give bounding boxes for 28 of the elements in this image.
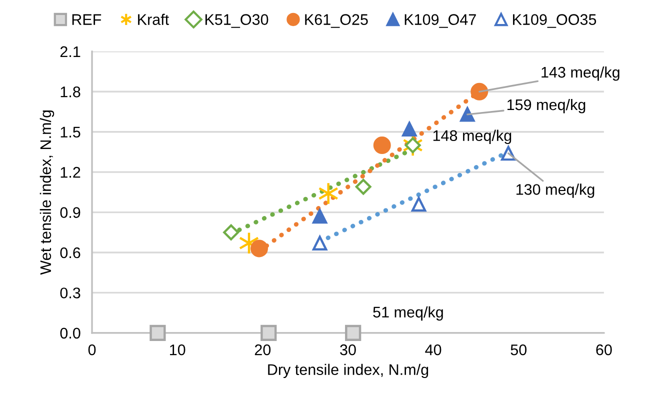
y-tick-label: 1.5 bbox=[60, 126, 80, 138]
x-tick-label: 50 bbox=[510, 344, 527, 356]
legend-label: REF bbox=[72, 14, 102, 25]
y-tick-label: 1.2 bbox=[60, 166, 80, 178]
y-tick-label: 0.3 bbox=[60, 288, 80, 298]
x-tick-label: 10 bbox=[170, 344, 186, 356]
x-tick-label: 30 bbox=[340, 344, 356, 356]
legend-label: K61_O25 bbox=[305, 14, 368, 28]
y-tick-label: 1.8 bbox=[60, 86, 80, 98]
y-tick-label: 0.6 bbox=[60, 247, 80, 258]
x-tick-label: 20 bbox=[254, 344, 271, 356]
y-tick-label: 2.1 bbox=[60, 46, 80, 57]
x-tick-label: 60 bbox=[596, 344, 612, 356]
y-tick-label: 0.0 bbox=[60, 328, 80, 339]
annotation: 143 meq/kg bbox=[542, 66, 620, 81]
x-tick-label: 0 bbox=[88, 344, 96, 356]
x-tick-label: 40 bbox=[425, 344, 442, 356]
legend-label: K109_OO35 bbox=[513, 14, 596, 28]
annotation: 51 meq/kg bbox=[373, 306, 443, 321]
legend-label: K51_O30 bbox=[205, 14, 268, 28]
annotation: 148 meq/kg bbox=[433, 130, 512, 144]
legend-label: Kraft bbox=[138, 14, 169, 25]
y-axis-title: Wet tensile index, N.m/g bbox=[40, 110, 54, 275]
legend-label: K109_O47 bbox=[404, 14, 476, 28]
x-axis-title: Dry tensile index, N.m/g bbox=[268, 364, 428, 378]
annotation: 159 meq/kg bbox=[507, 98, 586, 114]
annotation: 130 meq/kg bbox=[516, 184, 594, 198]
y-tick-label: 0.9 bbox=[60, 207, 80, 218]
